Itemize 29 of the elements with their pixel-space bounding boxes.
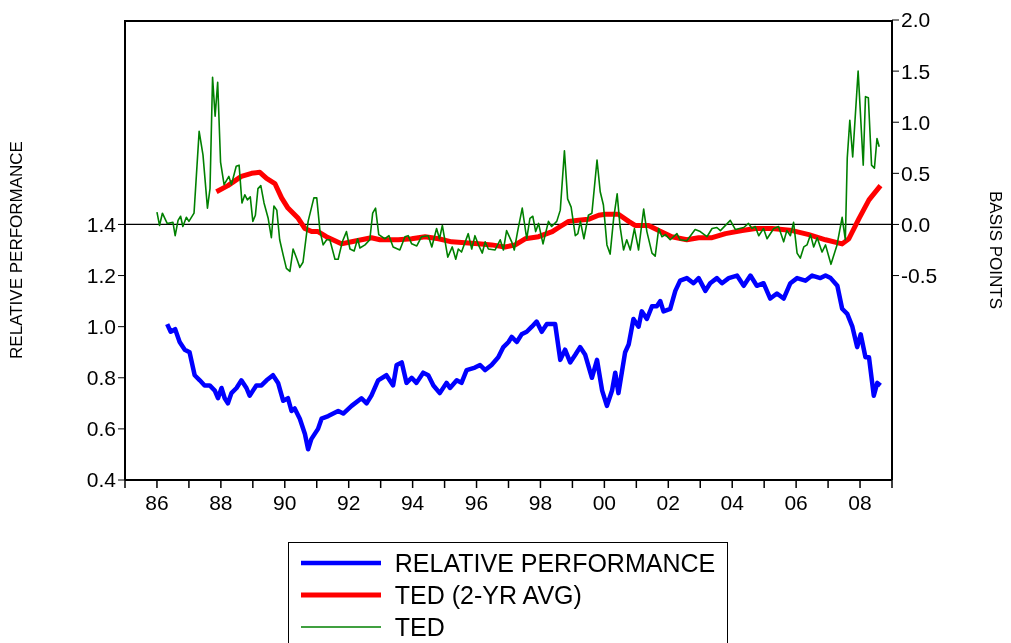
x-tick-label: 96 (464, 491, 489, 514)
y2-tick-label: 2.0 (901, 8, 931, 32)
y2-tick-label: 1.0 (901, 110, 931, 134)
legend-label: RELATIVE PERFORMANCE (394, 548, 716, 578)
legend-label: TED (2-YR AVG) (394, 580, 582, 610)
x-tick-label: 88 (209, 491, 233, 514)
y-tick-label: 1.2 (86, 264, 116, 288)
y2-axis-title: BASIS POINTS (985, 190, 1005, 310)
x-tick-label: 86 (145, 491, 169, 514)
y-tick-label: 1.0 (86, 315, 116, 339)
y2-tick-label: -0.5 (901, 264, 938, 288)
y-tick-label: 0.6 (86, 417, 116, 441)
y2-tick-label: 0.5 (901, 161, 931, 185)
x-tick-label: 94 (400, 491, 425, 514)
x-tick-label: 06 (784, 491, 808, 514)
x-tick-label: 08 (848, 491, 872, 514)
x-tick-label: 02 (656, 491, 680, 514)
y-tick-label: 0.4 (86, 468, 117, 492)
x-tick-label: 04 (720, 491, 745, 514)
legend-label: TED (394, 612, 445, 642)
x-tick-label: 98 (528, 491, 553, 514)
y-tick-label: 1.4 (86, 212, 117, 236)
y2-tick-label: 0.0 (901, 212, 931, 236)
y-axis-title: RELATIVE PERFORMANCE (7, 141, 27, 359)
y2-tick-label: 1.5 (901, 59, 931, 83)
y-tick-label: 0.8 (86, 366, 116, 390)
x-tick-label: 92 (337, 491, 361, 514)
x-tick-label: 00 (592, 491, 617, 514)
x-tick-label: 90 (273, 491, 297, 514)
